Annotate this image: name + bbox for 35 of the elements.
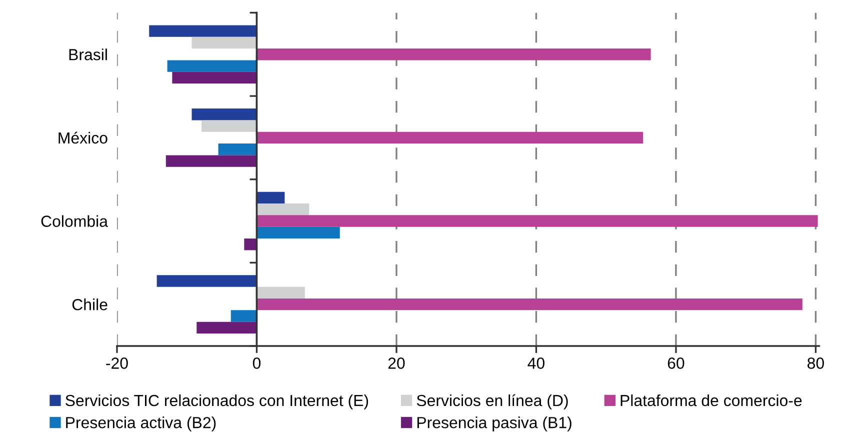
x-tick-label: 0 [252,358,261,369]
y-tick-label: Chile [72,298,108,310]
bar [256,226,340,239]
legend-label: Presencia activa (B2) [66,416,216,432]
bar [256,204,310,216]
y-tick-label: Colombia [41,215,108,227]
legend-label: Presencia pasiva (B1) [417,416,572,432]
legend-label: Servicios TIC relacionados con Internet (E) [66,394,368,410]
bar [172,72,257,84]
bar [167,60,257,72]
bar [256,298,802,310]
bar [218,144,257,156]
bar [256,48,651,60]
x-tick-label: 60 [668,358,684,369]
bar [256,192,285,204]
bar [256,215,818,227]
bar [192,108,257,120]
bar [196,322,257,334]
bar [256,286,305,299]
x-tick-label: 20 [388,358,405,369]
bar [202,120,257,132]
bar [230,310,257,322]
legend-label: Plataforma de comercio-e [620,394,802,406]
x-tick-label: 40 [528,358,544,369]
y-tick-label: México [58,132,108,144]
bar [256,132,644,144]
bar [149,25,257,37]
bar [166,155,257,167]
legend-label: Servicios en línea (D) [416,394,568,410]
bar [192,36,257,49]
x-tick-label: -20 [106,358,128,369]
x-tick-label: 80 [808,358,824,369]
bar [156,275,257,287]
y-tick-label: Brasil [69,48,107,60]
bar [244,238,257,250]
